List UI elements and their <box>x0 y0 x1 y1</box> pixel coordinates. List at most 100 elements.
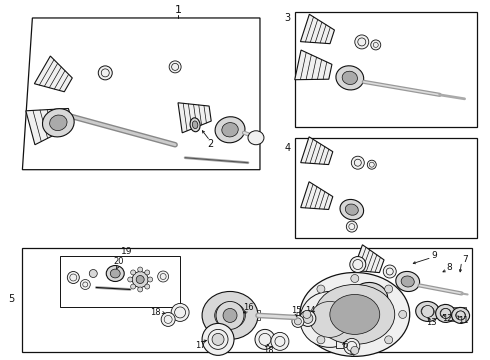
Bar <box>236 310 260 320</box>
Ellipse shape <box>401 276 414 287</box>
Circle shape <box>132 271 148 288</box>
Circle shape <box>138 267 143 272</box>
Ellipse shape <box>106 266 124 282</box>
Ellipse shape <box>421 306 434 317</box>
Bar <box>295 138 477 238</box>
Ellipse shape <box>190 118 200 132</box>
Polygon shape <box>301 182 333 210</box>
Circle shape <box>399 310 407 319</box>
Circle shape <box>344 338 360 354</box>
Circle shape <box>351 156 364 169</box>
Circle shape <box>441 309 451 319</box>
Ellipse shape <box>110 269 120 278</box>
Circle shape <box>317 336 325 344</box>
Circle shape <box>89 270 98 278</box>
Circle shape <box>422 305 434 318</box>
Bar <box>23 248 471 352</box>
Circle shape <box>385 285 392 293</box>
Text: 18: 18 <box>150 308 161 317</box>
Text: 19: 19 <box>121 247 132 256</box>
Circle shape <box>80 279 90 289</box>
Ellipse shape <box>330 294 380 334</box>
Circle shape <box>145 284 150 289</box>
Polygon shape <box>26 108 73 145</box>
Circle shape <box>158 271 169 282</box>
Circle shape <box>351 346 359 354</box>
Ellipse shape <box>315 284 395 345</box>
Bar <box>336 333 354 348</box>
Text: 4: 4 <box>285 143 291 153</box>
Polygon shape <box>301 137 333 165</box>
Circle shape <box>161 312 175 327</box>
Text: 20: 20 <box>113 257 123 266</box>
Circle shape <box>136 275 144 283</box>
Circle shape <box>169 61 181 73</box>
Ellipse shape <box>248 131 264 145</box>
Bar <box>60 256 180 307</box>
Circle shape <box>346 221 357 232</box>
Ellipse shape <box>456 311 466 320</box>
Text: 11: 11 <box>458 316 469 325</box>
Circle shape <box>98 66 112 80</box>
Text: 9: 9 <box>432 251 438 260</box>
Polygon shape <box>295 50 332 80</box>
Circle shape <box>147 277 153 282</box>
Text: 10: 10 <box>349 300 361 309</box>
Ellipse shape <box>300 292 360 347</box>
Circle shape <box>255 329 275 349</box>
Ellipse shape <box>222 123 238 137</box>
Circle shape <box>371 40 381 50</box>
Circle shape <box>351 275 359 283</box>
Circle shape <box>292 315 304 327</box>
Circle shape <box>223 309 237 323</box>
Circle shape <box>368 160 376 169</box>
Circle shape <box>202 323 234 355</box>
Text: 8: 8 <box>447 263 452 272</box>
Ellipse shape <box>352 283 388 312</box>
Ellipse shape <box>300 273 410 356</box>
Text: 16: 16 <box>243 303 253 312</box>
Ellipse shape <box>342 71 357 85</box>
Circle shape <box>456 311 465 320</box>
Ellipse shape <box>416 301 440 321</box>
Circle shape <box>171 303 189 321</box>
Text: 18: 18 <box>263 346 273 355</box>
Text: 6: 6 <box>342 341 347 350</box>
Circle shape <box>303 310 311 319</box>
Circle shape <box>128 277 133 282</box>
Text: 9: 9 <box>349 350 354 359</box>
Ellipse shape <box>215 302 245 329</box>
Text: 15: 15 <box>291 306 301 315</box>
Circle shape <box>294 318 301 325</box>
Ellipse shape <box>360 289 380 306</box>
Circle shape <box>216 301 244 329</box>
Bar <box>295 12 477 127</box>
Circle shape <box>303 314 313 323</box>
Circle shape <box>212 333 224 345</box>
Bar <box>443 307 465 321</box>
Ellipse shape <box>440 309 451 318</box>
Ellipse shape <box>340 199 364 220</box>
Circle shape <box>138 287 143 292</box>
Ellipse shape <box>396 271 419 292</box>
Circle shape <box>355 35 369 49</box>
Ellipse shape <box>345 204 358 215</box>
Circle shape <box>385 336 392 344</box>
Circle shape <box>271 332 289 350</box>
Circle shape <box>300 310 316 327</box>
Ellipse shape <box>192 121 198 129</box>
Circle shape <box>67 271 79 283</box>
Polygon shape <box>300 14 335 44</box>
Text: 3: 3 <box>285 13 291 23</box>
Text: 17: 17 <box>195 341 205 350</box>
Circle shape <box>383 265 396 278</box>
Ellipse shape <box>215 117 245 143</box>
Text: 2: 2 <box>207 139 213 149</box>
Text: 12: 12 <box>442 314 453 323</box>
Circle shape <box>145 270 150 275</box>
Circle shape <box>131 270 136 275</box>
Ellipse shape <box>452 307 469 323</box>
Text: 1: 1 <box>174 5 182 15</box>
Text: 7: 7 <box>462 255 467 264</box>
Polygon shape <box>353 245 384 273</box>
